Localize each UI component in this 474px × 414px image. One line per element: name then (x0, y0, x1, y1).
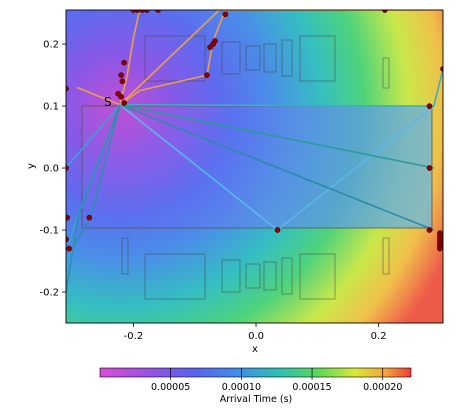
ray-path-7 (66, 104, 121, 293)
plot-frame (65, 9, 444, 324)
receiver-point (222, 11, 229, 18)
colorbar-tick-label: 0.00005 (151, 382, 190, 393)
ray-path-10 (119, 104, 435, 231)
receiver-point (134, 10, 141, 13)
x-tick-label: 0.2 (371, 331, 387, 342)
slab-region (82, 106, 432, 228)
ray-path-3 (119, 10, 434, 106)
receiver-point (86, 214, 93, 221)
receiver-point (121, 100, 128, 106)
receiver-point (207, 44, 213, 51)
receiver-point (119, 78, 126, 85)
receiver-point (381, 10, 388, 13)
receiver-point (144, 10, 150, 13)
ray-path-11 (119, 68, 443, 107)
x-axis-label: x (252, 344, 258, 355)
colorbar-ticks: 0.00005 0.00010 0.00015 0.00020 (151, 368, 402, 393)
y-tick-label: -0.1 (39, 226, 59, 237)
receiver-point (66, 245, 72, 252)
receiver-markers (66, 10, 443, 252)
ray-path-9 (119, 104, 434, 169)
receiver-point (204, 72, 210, 78)
y-tick-label: 0.0 (43, 164, 59, 175)
receiver-point (426, 103, 433, 109)
x-tick-label: -0.2 (124, 331, 144, 342)
receiver-point (118, 93, 125, 100)
y-tick-label: 0.2 (43, 40, 59, 51)
ray-path-1 (119, 10, 141, 105)
colorbar (99, 367, 412, 378)
colorbar-tick-label: 0.00020 (363, 382, 402, 393)
receiver-point (121, 59, 128, 66)
receiver-point (66, 214, 71, 221)
receiver-point (155, 10, 161, 13)
colorbar-tick-label: 0.00010 (222, 382, 261, 393)
y-axis-ticks: 0.2 0.1 0.0 -0.1 -0.2 (39, 40, 66, 299)
plot-area (66, 10, 443, 323)
source-label: S (104, 95, 112, 109)
colorbar-tick-label: 0.00015 (292, 382, 331, 393)
x-axis-ticks: -0.2 0.0 0.2 (124, 323, 387, 342)
colorbar-label: Arrival Time (s) (220, 394, 293, 405)
receiver-point (139, 10, 146, 13)
receiver-point (274, 227, 281, 233)
structure-outlines (121, 35, 390, 300)
receiver-point (437, 245, 443, 252)
ray-path-4 (66, 104, 121, 169)
ray-path-2 (76, 86, 121, 106)
x-tick-label: 0.0 (248, 331, 264, 342)
receiver-point (426, 165, 433, 171)
y-tick-label: -0.2 (39, 288, 59, 299)
y-axis-label: y (26, 163, 37, 169)
receiver-point (118, 72, 125, 78)
y-tick-label: 0.1 (43, 102, 59, 113)
receiver-point (426, 227, 433, 233)
receiver-point (130, 10, 137, 13)
